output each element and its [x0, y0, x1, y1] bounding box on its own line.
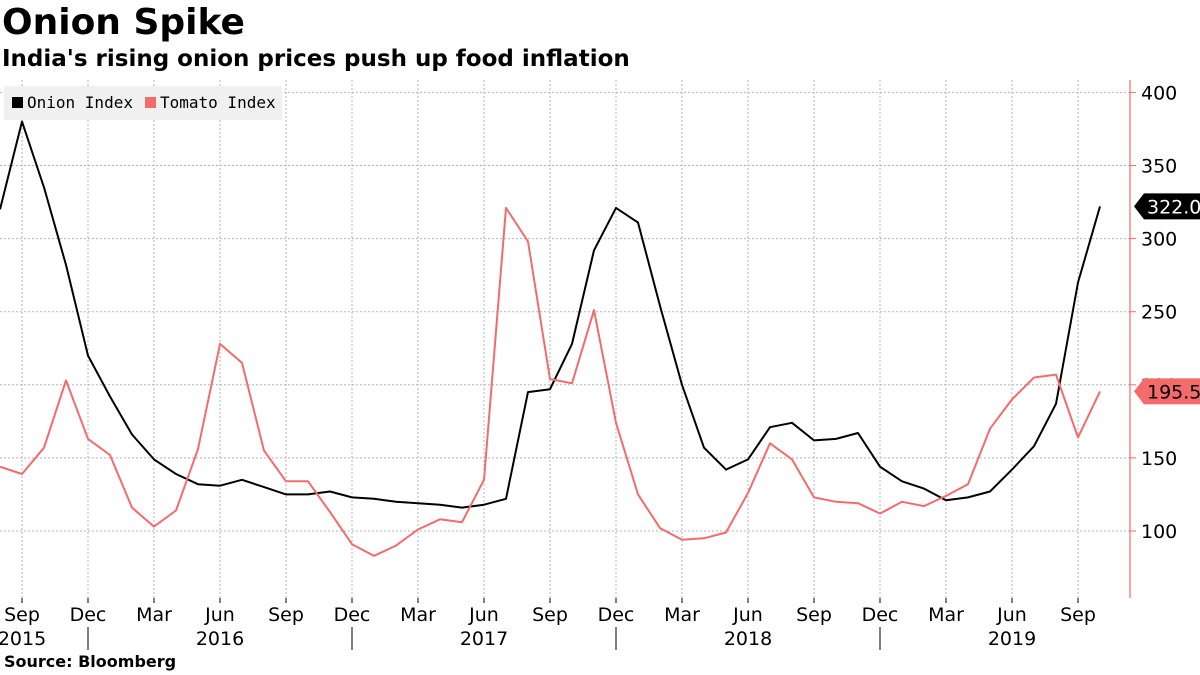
x-tick-label-8: Sep	[532, 604, 568, 626]
legend-background	[4, 86, 282, 120]
legend-label-onion[interactable]: Onion Index	[27, 93, 133, 112]
x-tick-label-3: Jun	[204, 604, 235, 626]
x-tick-label-7: Jun	[468, 604, 499, 626]
series-line-tomato	[0, 206, 1101, 557]
legend: Onion Index Tomato Index	[4, 86, 282, 120]
x-tick-label-1: Dec	[70, 604, 107, 626]
series-line-onion	[0, 120, 1101, 509]
x-tick-label-13: Dec	[862, 604, 899, 626]
year-label-2016: 2016	[196, 628, 244, 650]
legend-label-tomato[interactable]: Tomato Index	[160, 93, 276, 112]
chart-subtitle: India's rising onion prices push up food…	[2, 46, 630, 72]
x-tick-label-11: Jun	[732, 604, 763, 626]
y-tick-label-350: 350	[1141, 156, 1177, 178]
x-tick-label-12: Sep	[796, 604, 832, 626]
y-tick-label-150: 150	[1141, 448, 1177, 470]
legend-swatch-tomato	[145, 97, 156, 108]
x-tick-label-6: Mar	[400, 604, 436, 626]
y-tick-label-400: 400	[1141, 82, 1177, 104]
last-value-label-onion: 322.0	[1147, 196, 1200, 218]
line-chart: 100150200250300350400SepDecMarJunSepDecM…	[0, 80, 1200, 650]
y-tick-label-250: 250	[1141, 302, 1177, 324]
y-tick-label-100: 100	[1141, 521, 1177, 543]
last-value-flag-tomato	[1134, 378, 1200, 405]
chart-title: Onion Spike	[2, 2, 245, 43]
legend-swatch-onion	[12, 97, 23, 108]
last-value-flag-onion	[1134, 193, 1200, 220]
source-note: Source: Bloomberg	[4, 652, 177, 671]
last-value-label-tomato: 195.5	[1147, 381, 1200, 403]
series-lines	[0, 120, 1101, 557]
x-tick-label-2: Mar	[136, 604, 172, 626]
x-tick-label-9: Dec	[598, 604, 635, 626]
year-label-2017: 2017	[460, 628, 508, 650]
y-tick-label-300: 300	[1141, 229, 1177, 251]
x-tick-label-4: Sep	[268, 604, 304, 626]
x-tick-label-10: Mar	[664, 604, 700, 626]
x-tick-label-14: Mar	[928, 604, 964, 626]
x-tick-label-5: Dec	[334, 604, 371, 626]
x-tick-label-16: Sep	[1060, 604, 1096, 626]
year-label-2015: 2015	[0, 628, 46, 650]
last-value-labels: 322.0 195.5	[1134, 193, 1200, 405]
year-label-2019: 2019	[988, 628, 1036, 650]
x-tick-label-0: Sep	[4, 604, 40, 626]
year-label-2018: 2018	[724, 628, 772, 650]
grid-lines	[0, 80, 1130, 598]
x-tick-label-15: Jun	[996, 604, 1027, 626]
axes: 100150200250300350400SepDecMarJunSepDecM…	[0, 80, 1177, 650]
